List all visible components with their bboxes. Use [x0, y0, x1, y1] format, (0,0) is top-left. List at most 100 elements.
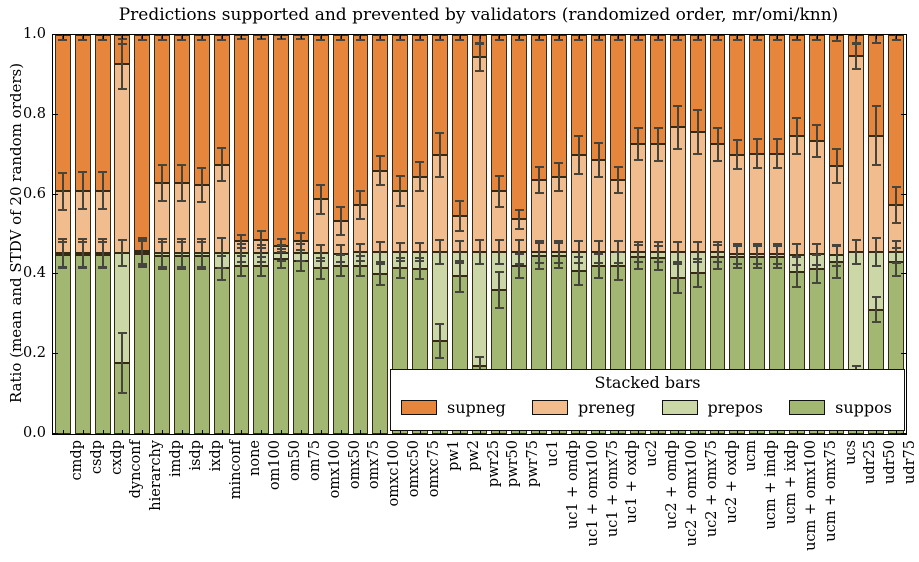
x-tick [340, 35, 342, 39]
errorbar-preneg-uc1-cap [534, 165, 544, 168]
x-tick [102, 430, 104, 434]
errorbar-preneg-isdp [180, 165, 183, 202]
errorbar-suppos-om75-cap [296, 270, 306, 273]
errorbar-preneg-ucm + imdp [756, 138, 759, 169]
chart-title: Predictions supported and prevented by v… [118, 5, 839, 25]
x-tick [62, 430, 64, 434]
errorbar-preneg-hierarchy [141, 238, 144, 264]
errorbar-suppos-ucm + omx75 [815, 254, 818, 283]
errorbar-preneg-omx50-cap [336, 233, 346, 236]
x-tick-label-ucs: ucs [842, 440, 859, 465]
bar-segment-suppos-cmdp [54, 255, 71, 434]
x-tick [737, 35, 739, 39]
y-tick [901, 353, 906, 355]
x-tick [181, 430, 183, 434]
errorbar-prepos-csdp-cap [78, 237, 88, 240]
errorbar-prepos-omx100-cap [316, 259, 326, 262]
errorbar-preneg-minconf-cap [217, 146, 227, 149]
errorbar-prepos-uc2 + omdp [657, 241, 660, 263]
x-tick [439, 430, 441, 434]
legend-entry-prepos: prepos [661, 398, 763, 417]
errorbar-preneg-om50-cap [276, 251, 286, 254]
x-tick [419, 35, 421, 39]
errorbar-supneg-dynconf [121, 35, 124, 44]
x-tick [876, 35, 878, 39]
errorbar-prepos-pwr25-cap [475, 239, 484, 242]
errorbar-prepos-pw1-cap [435, 263, 445, 266]
errorbar-preneg-uc1 + oxdp-cap [613, 192, 623, 194]
errorbar-supneg-uc2 + omx100-cap [673, 38, 683, 41]
errorbar-prepos-imdp [161, 238, 164, 267]
errorbar-prepos-omxc50-cap [395, 259, 405, 262]
errorbar-preneg-om100-cap [256, 247, 266, 250]
errorbar-prepos-udr75 [895, 240, 898, 264]
errorbar-suppos-udr75-cap [891, 274, 901, 277]
errorbar-prepos-omxc100-cap [375, 240, 385, 243]
errorbar-suppos-udr50-cap [871, 295, 881, 298]
errorbar-prepos-pw2 [458, 241, 461, 263]
y-tick-label-0.6: 0.6 [22, 185, 46, 202]
errorbar-prepos-pwr50 [498, 239, 501, 265]
errorbar-prepos-ucs-cap [832, 264, 842, 267]
errorbar-prepos-uc2 + omx75-cap [693, 240, 703, 243]
errorbar-supneg-uc2-cap [633, 38, 643, 41]
x-tick [62, 35, 64, 39]
x-tick [856, 35, 858, 39]
errorbar-preneg-csdp-cap [78, 208, 88, 211]
errorbar-supneg-pw2-cap [455, 38, 465, 41]
bar-segment-supneg-pw2 [451, 35, 468, 217]
errorbar-supneg-uc2 + oxdp-cap [713, 38, 723, 41]
errorbar-preneg-omx50 [339, 206, 342, 235]
errorbar-preneg-none-cap [236, 233, 246, 236]
errorbar-preneg-uc1 + omdp-cap [554, 190, 564, 193]
legend-label: prepos [707, 398, 763, 417]
bar-segment-suppos-om100 [253, 266, 270, 434]
errorbar-preneg-uc2-cap [633, 158, 643, 161]
errorbar-prepos-udr25 [855, 240, 858, 265]
errorbar-suppos-omxc100 [379, 263, 382, 286]
errorbar-supneg-omxc100-cap [375, 38, 385, 41]
x-tick [162, 35, 164, 39]
x-tick-label-ixdp: ixdp [207, 440, 224, 472]
x-tick [658, 35, 660, 39]
errorbar-preneg-uc2-cap [633, 126, 643, 129]
x-tick-label-udr25: udr25 [862, 440, 879, 485]
errorbar-prepos-udr50 [875, 238, 878, 266]
x-tick [300, 35, 302, 39]
errorbar-preneg-omxc50 [399, 176, 402, 206]
bar-segment-supneg-minconf [213, 35, 230, 165]
x-tick-label-udr50: udr50 [882, 440, 899, 485]
errorbar-suppos-uc1 + omx100 [577, 257, 580, 286]
errorbar-suppos-pwr75-cap [514, 277, 524, 280]
errorbar-suppos-uc2 + omx100 [676, 263, 679, 294]
x-tick [539, 430, 540, 434]
errorbar-suppos-omxc50-cap [395, 277, 405, 280]
errorbar-preneg-pwr75-cap [514, 227, 524, 230]
x-tick [717, 35, 719, 39]
x-tick [221, 35, 223, 39]
errorbar-suppos-uc1 + omx75-cap [594, 277, 604, 280]
x-tick [102, 35, 104, 39]
errorbar-prepos-uc2 + omx75-cap [693, 261, 703, 264]
errorbar-supneg-ucm-cap [732, 38, 742, 41]
errorbar-prepos-omx75-cap [355, 242, 365, 245]
errorbar-prepos-uc2-cap [633, 240, 643, 243]
errorbar-suppos-isdp-cap [177, 268, 187, 271]
errorbar-preneg-om100-cap [256, 229, 266, 232]
errorbar-supneg-pw1-cap [435, 38, 445, 41]
bar-segment-supneg-ucm [729, 35, 746, 155]
errorbar-prepos-omx50 [339, 244, 342, 263]
errorbar-preneg-om75 [299, 232, 302, 250]
bar-segment-supneg-omxc75 [412, 35, 428, 177]
errorbar-supneg-udr25 [855, 35, 858, 44]
errorbar-prepos-ucm + ixdp-cap [772, 263, 782, 266]
x-tick [896, 35, 898, 39]
x-tick [796, 430, 798, 434]
errorbar-prepos-dynconf-cap [117, 239, 127, 242]
errorbar-preneg-uc2 + omx75-cap [693, 108, 703, 111]
errorbar-preneg-hierarchy-cap [137, 262, 147, 265]
errorbar-prepos-udr50-cap [871, 265, 881, 268]
errorbar-preneg-pwr50-cap [494, 205, 504, 208]
bar-segment-supneg-csdp [74, 35, 91, 191]
errorbar-suppos-ucm + omx100-cap [792, 285, 802, 288]
